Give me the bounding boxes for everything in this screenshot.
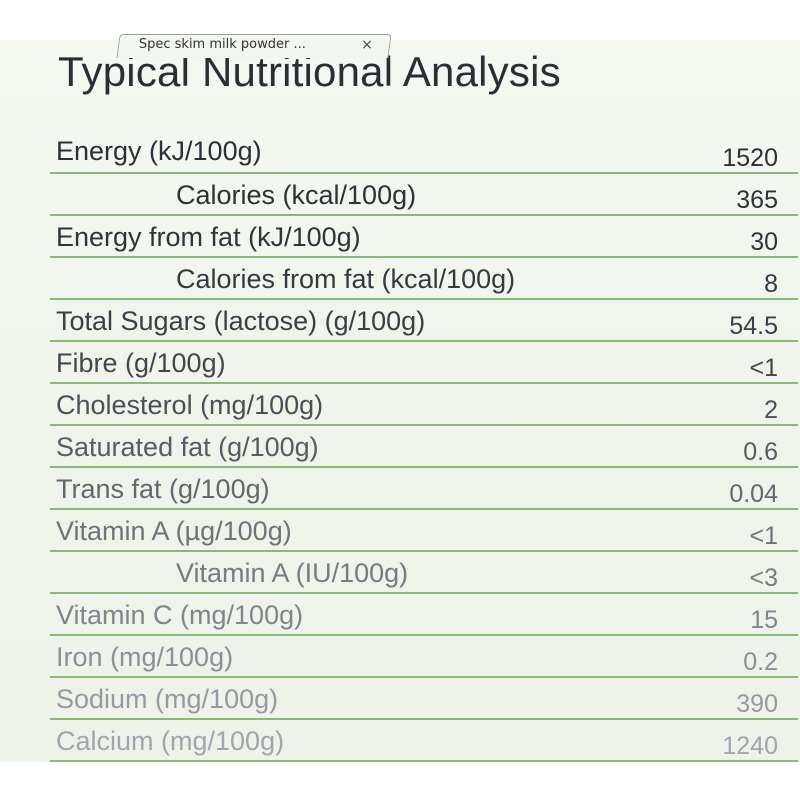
nutrient-value: 2 <box>764 396 778 424</box>
nutrient-label: Vitamin A (µg/100g) <box>56 516 292 546</box>
nutrient-label: Iron (mg/100g) <box>56 642 234 672</box>
nutrient-value: 0.2 <box>743 648 778 676</box>
nutrient-label: Calories from fat (kcal/100g) <box>176 264 516 294</box>
nutrient-value: <3 <box>749 564 778 592</box>
bottom-white-band <box>0 762 800 800</box>
nutrient-label: Calcium (mg/100g) <box>56 726 285 756</box>
table-row: Trans fat (g/100g) 0.04 <box>50 468 798 510</box>
browser-tab[interactable]: Spec skim milk powder ... × <box>116 34 392 59</box>
nutrient-label: Sodium (mg/100g) <box>56 684 279 714</box>
table-row: Iron (mg/100g) 0.2 <box>50 636 798 678</box>
table-row: Energy from fat (kJ/100g) 30 <box>50 216 798 258</box>
nutrient-value: 1240 <box>722 732 778 760</box>
nutrient-label: Calories (kcal/100g) <box>176 180 417 210</box>
browser-tab-content: Spec skim milk powder ... × <box>139 35 379 59</box>
table-row: Total Sugars (lactose) (g/100g) 54.5 <box>50 300 798 342</box>
nutrient-label: Vitamin A (IU/100g) <box>176 558 409 588</box>
table-row: Saturated fat (g/100g) 0.6 <box>50 426 798 468</box>
nutrient-label: Energy (kJ/100g) <box>56 136 262 166</box>
table-row: Vitamin C (mg/100g) 15 <box>50 594 798 636</box>
table-row: Calories (kcal/100g) 365 <box>50 174 798 216</box>
nutrient-value: 15 <box>750 606 778 634</box>
nutrient-label: Vitamin C (mg/100g) <box>56 600 304 630</box>
nutrient-label: Total Sugars (lactose) (g/100g) <box>56 306 426 336</box>
table-row: Calories from fat (kcal/100g) 8 <box>50 258 798 300</box>
nutrient-label: Trans fat (g/100g) <box>56 474 270 504</box>
nutrition-table: Energy (kJ/100g) 1520 Calories (kcal/100g)… <box>50 132 798 762</box>
nutrient-value: 0.6 <box>743 438 778 466</box>
nutrient-value: 54.5 <box>729 312 778 340</box>
browser-tab-title: Spec skim milk powder ... <box>138 37 306 52</box>
table-row: Fibre (g/100g) <1 <box>50 342 798 384</box>
nutrient-value: 0.04 <box>729 480 778 508</box>
nutrient-value: 365 <box>736 186 778 214</box>
nutrient-value: <1 <box>749 354 778 382</box>
table-row: Calcium (mg/100g) 1240 <box>50 720 798 762</box>
table-row: Cholesterol (mg/100g) 2 <box>50 384 798 426</box>
screen-content: Typical Nutritional Analysis Energy (kJ/… <box>0 40 800 762</box>
nutrient-label: Fibre (g/100g) <box>56 348 226 378</box>
nutrient-value: 390 <box>736 690 778 718</box>
table-row: Vitamin A (IU/100g) <3 <box>50 552 798 594</box>
nutrient-value: 1520 <box>722 144 778 172</box>
nutrient-value: 30 <box>750 228 778 256</box>
table-row: Energy (kJ/100g) 1520 <box>50 132 798 174</box>
nutrient-label: Energy from fat (kJ/100g) <box>56 222 361 252</box>
table-row: Sodium (mg/100g) 390 <box>50 678 798 720</box>
table-row: Vitamin A (µg/100g) <1 <box>50 510 798 552</box>
nutrient-label: Saturated fat (g/100g) <box>56 432 319 462</box>
top-white-band <box>0 0 800 40</box>
nutrient-value: 8 <box>764 270 778 298</box>
nutrient-label: Cholesterol (mg/100g) <box>56 390 324 420</box>
close-icon[interactable]: × <box>361 37 373 53</box>
nutrient-value: <1 <box>749 522 778 550</box>
